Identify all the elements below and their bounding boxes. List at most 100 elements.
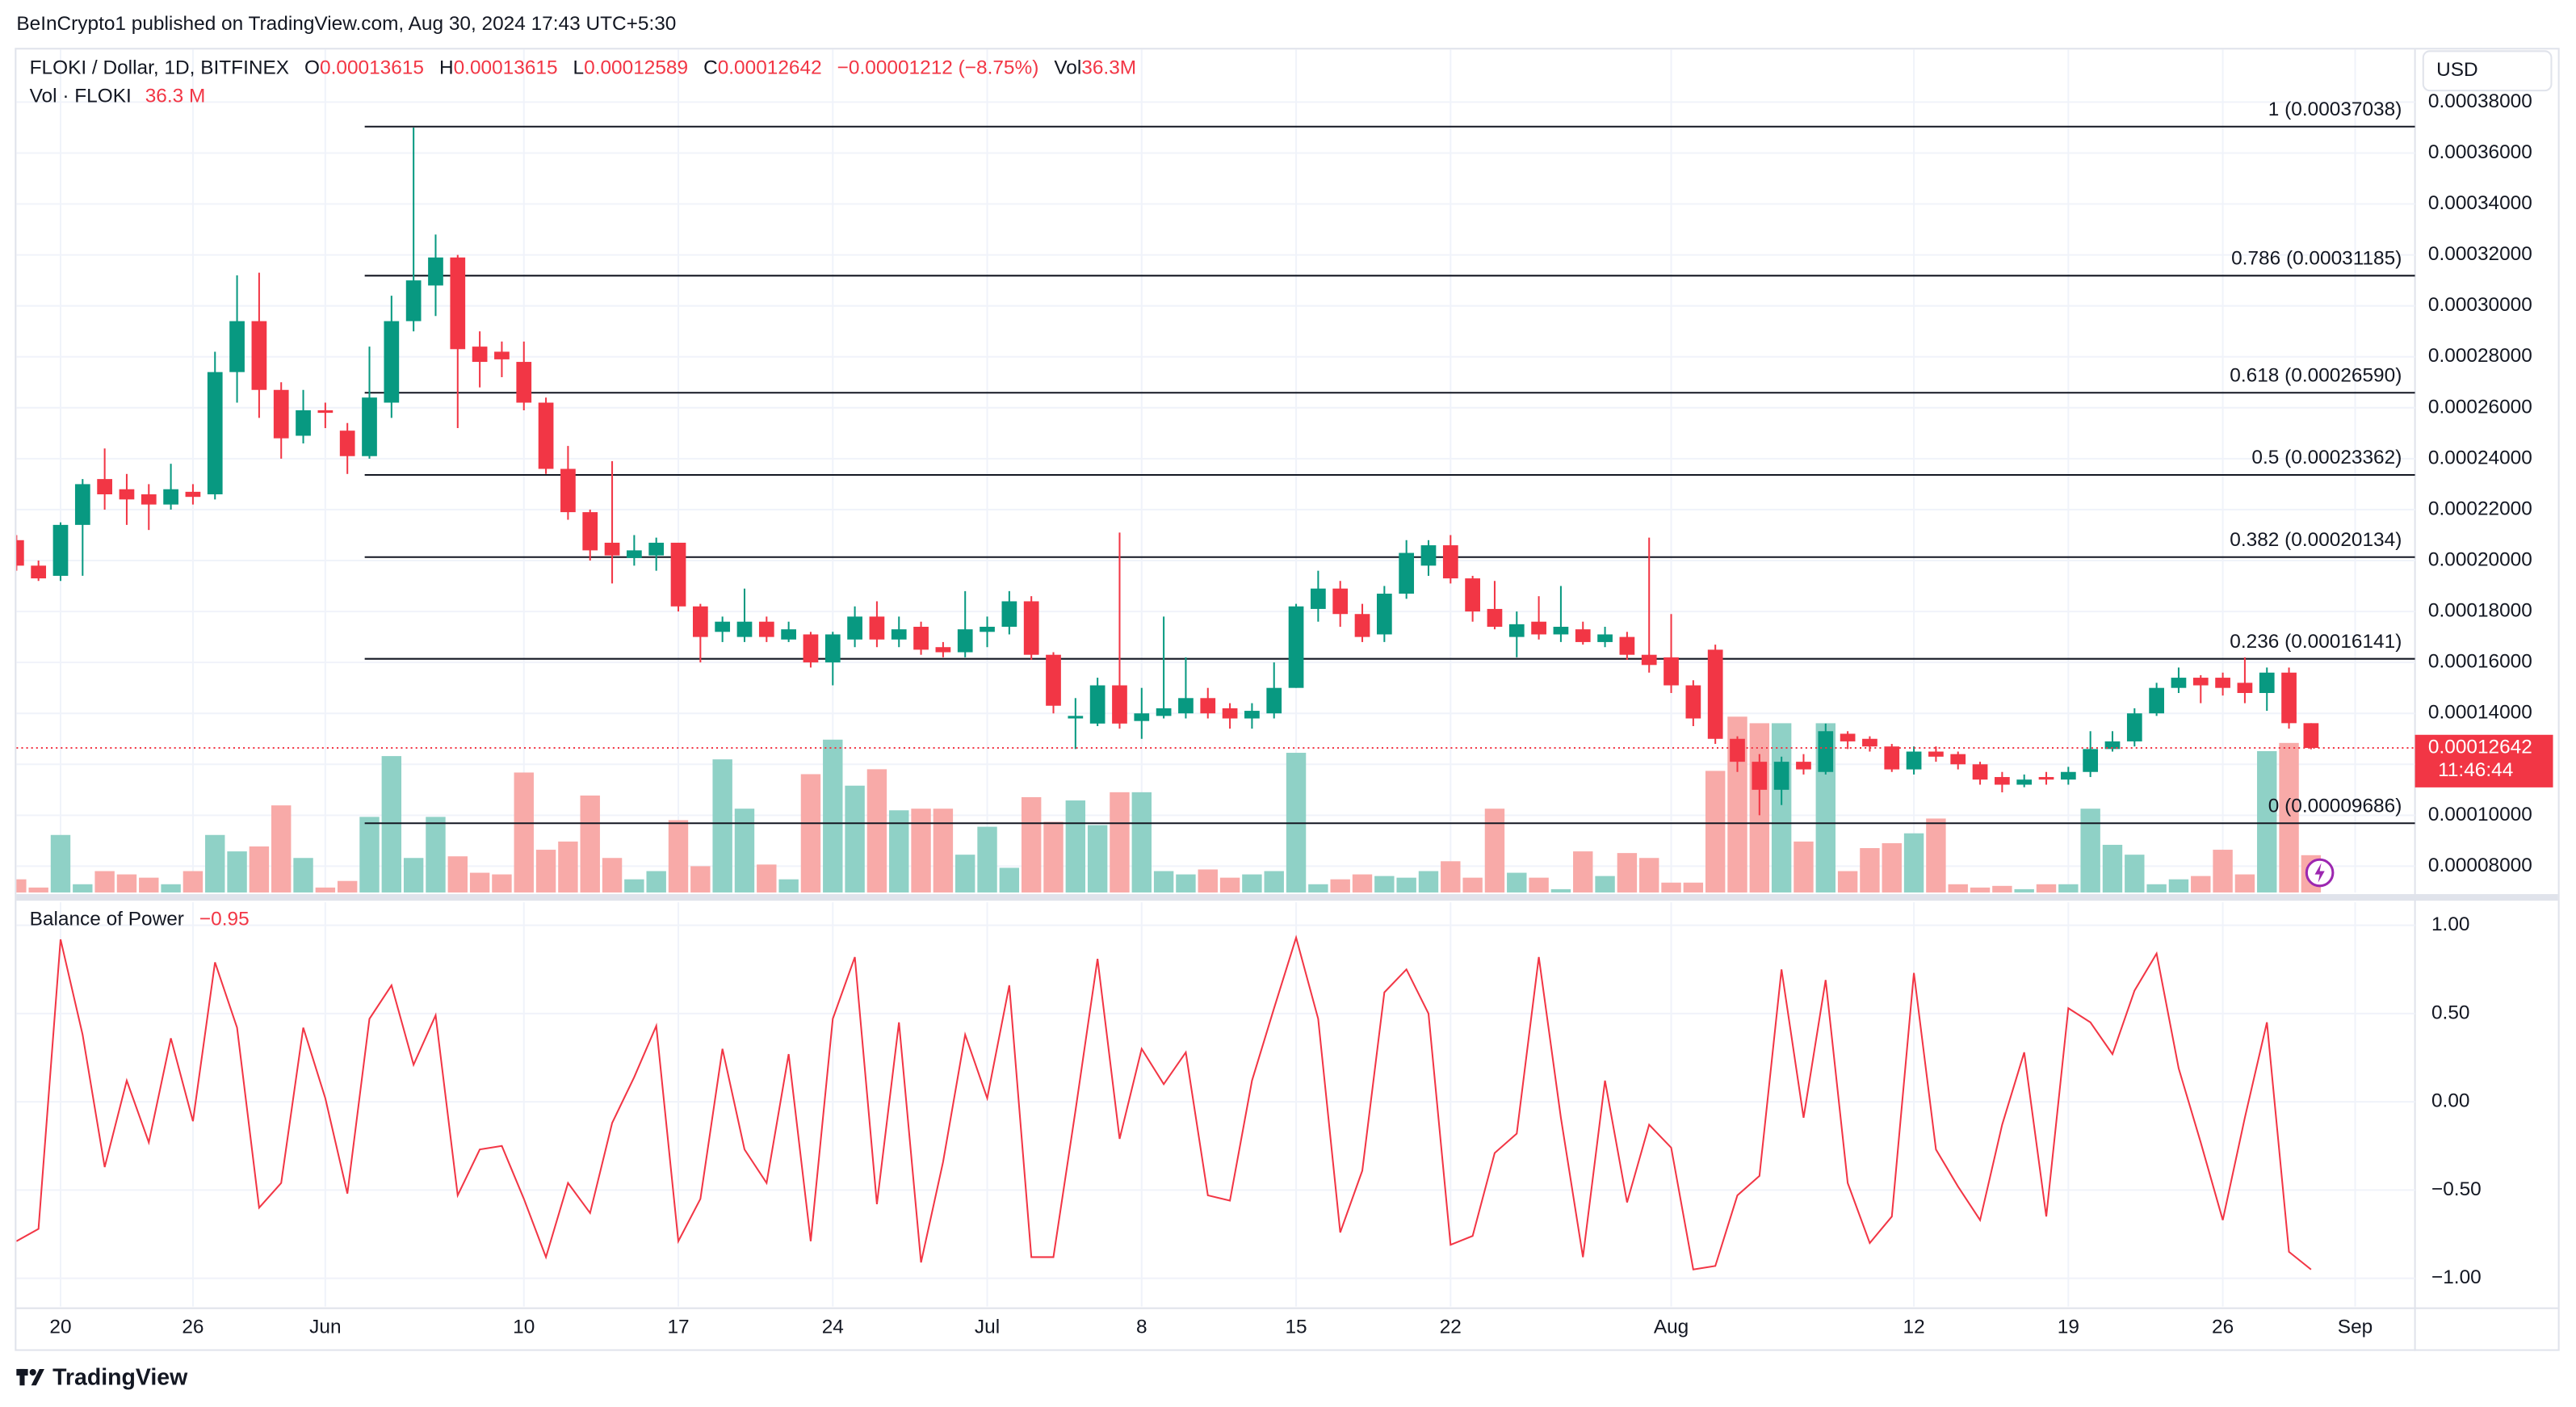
volume-bar — [1131, 792, 1152, 892]
x-tick-label: 22 — [1440, 1317, 1462, 1338]
volume-bar — [1992, 885, 2012, 892]
symbol: FLOKI / Dollar, 1D, BITFINEX — [30, 57, 289, 79]
candle-body — [1200, 698, 1216, 714]
y-tick-label: 0.00034000 — [2428, 192, 2532, 214]
volume-bar — [403, 858, 424, 892]
currency-button[interactable] — [2422, 50, 2553, 92]
candle-body — [627, 550, 642, 558]
fib-label: 0.236 (0.00016141) — [2230, 631, 2402, 653]
candle-body — [1046, 654, 1061, 706]
low-value: 0.00012589 — [584, 57, 688, 79]
volume-bar — [1683, 882, 1704, 892]
high-value: 0.00013615 — [454, 57, 558, 79]
volume-bar — [535, 850, 556, 892]
volume-bar — [668, 820, 689, 892]
volume-bar — [315, 887, 336, 892]
candle-body — [1442, 545, 1458, 579]
volume-bar — [1794, 841, 1814, 892]
candle-body — [1089, 685, 1105, 724]
candle-body — [1663, 657, 1679, 686]
candle-body — [2104, 741, 2121, 750]
x-tick-label: Jun — [309, 1317, 341, 1338]
x-tick-label: Aug — [1654, 1317, 1689, 1338]
volume-bar — [271, 805, 292, 892]
chart-frame — [15, 48, 2560, 1351]
x-tick-label: 17 — [667, 1317, 689, 1338]
candle-body — [736, 621, 753, 637]
volume-bar — [1771, 723, 1792, 892]
volume-bar — [1948, 884, 1968, 892]
candle-body — [2259, 672, 2275, 693]
candle-body — [1332, 588, 1349, 615]
volume-bar — [426, 817, 446, 892]
volume-bar — [933, 808, 954, 892]
volume-bar — [2168, 879, 2189, 892]
volume-bar — [757, 864, 777, 892]
volume-bar — [1860, 848, 1880, 892]
volume-bar — [293, 858, 313, 892]
volume-bar — [469, 872, 490, 892]
volume-bar — [1330, 879, 1350, 892]
candle-body — [141, 494, 157, 505]
volume-bar — [911, 808, 931, 892]
bop-legend: Balance of Power −0.95 — [30, 909, 250, 930]
fib-label: 1 (0.00037038) — [2268, 99, 2402, 120]
volume-bar — [2191, 876, 2211, 892]
candle-body — [824, 634, 841, 663]
candle-body — [1156, 708, 1172, 716]
volume-bar — [800, 774, 821, 892]
volume-bar — [2102, 844, 2123, 892]
y-tick-label: 0.00010000 — [2428, 804, 2532, 825]
volume-bar — [823, 739, 843, 892]
volume-bar — [866, 769, 887, 892]
axes: 0.000080000.000100000.000120000.00014000… — [49, 90, 2553, 1338]
alert-bolt — [2314, 863, 2325, 883]
candle-body — [847, 616, 862, 640]
volume-bar — [2080, 808, 2100, 892]
candle-body — [2083, 749, 2099, 772]
y-tick-label: 0.00016000 — [2428, 651, 2532, 673]
candle-body — [405, 280, 422, 321]
x-tick-label: Sep — [2338, 1317, 2373, 1338]
volume-name: Vol — [1054, 57, 1081, 79]
volume-bar — [1021, 796, 1042, 892]
volume-bar — [1308, 884, 1328, 892]
y-tick-label: 0.00036000 — [2428, 141, 2532, 163]
volume-bar — [2234, 874, 2255, 892]
candle-body — [1950, 754, 1966, 765]
volume-bar — [183, 871, 203, 892]
candle-body — [604, 542, 620, 556]
ohlc-letter: L — [573, 57, 585, 79]
volume-bar — [977, 826, 997, 892]
currency[interactable]: USD — [2436, 59, 2478, 81]
candle-body — [1465, 578, 1480, 612]
volume-bar — [2014, 888, 2034, 892]
candle-body — [1354, 614, 1370, 637]
candle-body — [891, 629, 907, 640]
candle-body — [1023, 601, 1039, 655]
candle-body — [251, 321, 267, 390]
publish-header: BeInCrypto1 published on TradingView.com… — [16, 13, 676, 35]
candle-body — [2016, 779, 2033, 785]
candle-body — [1884, 746, 1900, 770]
volume-bar — [2279, 742, 2299, 892]
volume-bar — [602, 858, 623, 892]
volume-bar — [1219, 877, 1240, 892]
candle-body — [1995, 777, 2010, 785]
volume-bar — [1198, 869, 1218, 892]
volume-bar — [249, 846, 270, 892]
volume-bar — [1374, 876, 1395, 892]
volume-bar — [1882, 842, 1902, 892]
volume-bar — [1418, 871, 1439, 892]
candle-body — [273, 389, 289, 439]
volume-bar — [1484, 808, 1505, 892]
candle-body — [670, 542, 686, 607]
volume-bar — [2146, 884, 2167, 892]
volume-bar — [1837, 871, 1858, 892]
candle-body — [1928, 751, 1944, 757]
volume-bar — [1441, 861, 1461, 892]
volume-bar — [2257, 750, 2277, 892]
last-price-box — [2414, 734, 2553, 788]
candle-body — [1266, 687, 1282, 714]
volume-bar — [1087, 825, 1108, 892]
